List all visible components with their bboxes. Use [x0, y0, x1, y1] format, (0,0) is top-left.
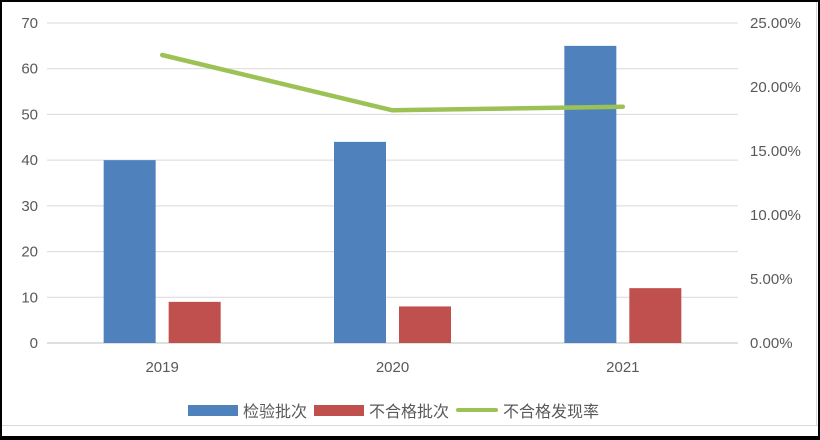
bar-series0-2019 — [103, 160, 156, 343]
left-axis-tick-label: 50 — [21, 106, 38, 123]
bar-series0-2021 — [564, 45, 617, 343]
left-axis-tick-label: 0 — [30, 335, 38, 352]
right-axis-tick-label: 20.00% — [750, 79, 801, 96]
legend-swatch-green-line-icon — [456, 408, 498, 412]
left-axis-tick-label: 60 — [21, 61, 38, 78]
legend-swatch-blue-bar-icon — [187, 404, 238, 416]
left-axis-tick-label: 40 — [21, 152, 38, 169]
legend-label-unqualified-rate: 不合格发现率 — [503, 404, 600, 421]
chart-legend: 检验批次 不合格批次 不合格发现率 — [0, 398, 787, 422]
right-axis-tick-label: 10.00% — [750, 207, 801, 224]
legend-label-inspection-batches: 检验批次 — [242, 404, 307, 421]
x-axis-category-label: 2021 — [606, 359, 639, 376]
left-axis-tick-label: 30 — [21, 198, 38, 215]
left-axis-tick-label: 10 — [21, 289, 38, 306]
legend-item-unqualified-batches: 不合格批次 — [313, 398, 449, 422]
bar-series1-2021 — [629, 288, 682, 343]
bar-series0-2020 — [334, 141, 386, 343]
left-axis-tick-label: 70 — [21, 15, 38, 32]
right-axis-tick-label: 5.00% — [750, 271, 793, 288]
right-axis-tick-label: 15.00% — [750, 143, 801, 160]
right-axis-tick-label: 0.00% — [750, 335, 793, 352]
bar-series1-2020 — [399, 306, 451, 343]
right-axis-tick-label: 25.00% — [750, 15, 801, 32]
left-axis-tick-label: 20 — [21, 244, 38, 261]
x-axis-category-label: 2019 — [145, 359, 178, 376]
x-axis-category-label: 2020 — [376, 359, 409, 376]
legend-item-inspection-batches: 检验批次 — [187, 398, 307, 422]
legend-swatch-red-bar-icon — [313, 404, 364, 416]
bar-series1-2019 — [168, 301, 221, 343]
chart-frame-border-bottom — [2, 425, 818, 426]
legend-label-unqualified-batches: 不合格批次 — [368, 404, 449, 421]
chart-frame-border-right — [816, 2, 817, 425]
legend-item-unqualified-rate: 不合格发现率 — [456, 398, 599, 422]
line-series-rate — [159, 52, 626, 113]
